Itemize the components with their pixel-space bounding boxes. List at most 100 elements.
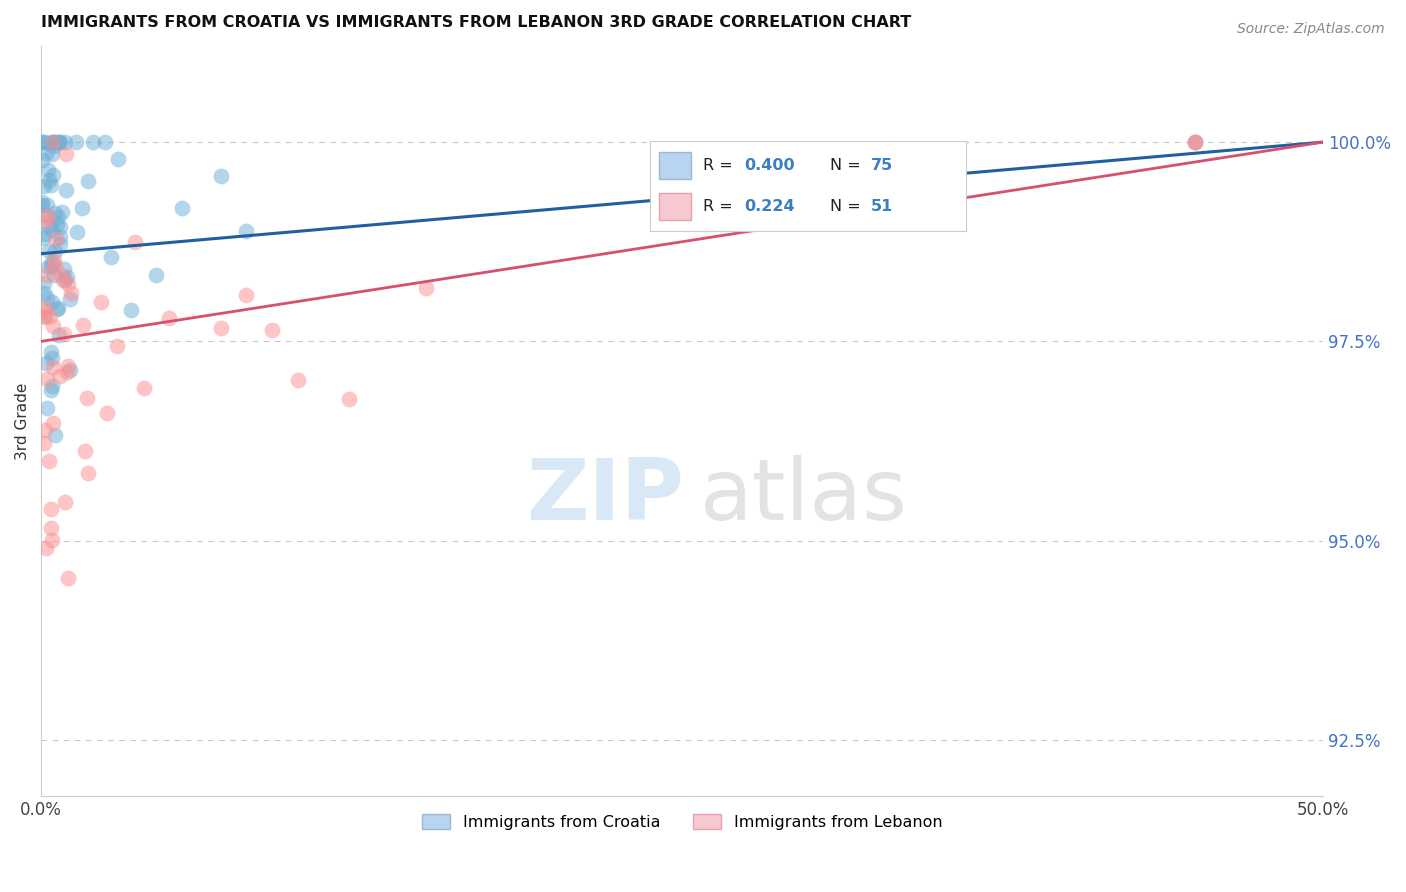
Point [76, 391, 98, 405]
Point [120, 302, 142, 317]
Point [53, 326, 76, 341]
Point [45, 217, 67, 231]
Point [41, 318, 63, 333]
Point [32, 309, 55, 323]
Text: R =: R = [703, 199, 738, 214]
Point [31, 195, 53, 210]
Point [46, 211, 69, 225]
Point [53, 135, 76, 149]
Point [31, 135, 53, 149]
Point [35, 268, 58, 282]
Point [34, 227, 56, 241]
Point [46, 301, 69, 316]
Point [32, 276, 55, 290]
Point [48, 328, 70, 343]
Legend: Immigrants from Croatia, Immigrants from Lebanon: Immigrants from Croatia, Immigrants from… [415, 807, 949, 837]
Point [172, 201, 194, 215]
Point [39, 521, 62, 535]
Point [70, 201, 93, 215]
Point [35, 356, 58, 370]
Point [35, 145, 58, 160]
Point [41, 223, 63, 237]
Point [49, 237, 72, 252]
Point [56, 359, 79, 373]
Point [41, 254, 63, 268]
Point [56, 571, 79, 585]
Point [49, 220, 72, 235]
Point [31, 231, 53, 245]
Point [55, 365, 77, 379]
Point [38, 219, 60, 233]
Point [76, 466, 98, 480]
Point [53, 262, 76, 277]
Point [59, 363, 82, 377]
Y-axis label: 3rd Grade: 3rd Grade [15, 383, 30, 459]
Point [157, 311, 180, 326]
Point [34, 423, 56, 437]
FancyBboxPatch shape [659, 194, 690, 220]
Point [31, 197, 53, 211]
Point [53, 273, 76, 287]
Point [75, 444, 97, 458]
Point [38, 244, 60, 258]
Point [52, 273, 75, 287]
Point [1184, 135, 1206, 149]
Point [42, 268, 65, 283]
Point [209, 169, 232, 183]
Point [55, 184, 77, 198]
Point [35, 291, 58, 305]
Point [100, 250, 122, 264]
Point [44, 206, 66, 220]
Point [31, 305, 53, 319]
Point [38, 454, 60, 468]
Point [35, 208, 58, 222]
Point [1184, 135, 1206, 149]
Point [44, 135, 66, 149]
Point [107, 153, 129, 167]
Point [39, 178, 62, 192]
Point [51, 268, 73, 282]
Point [45, 301, 67, 316]
Point [56, 277, 79, 291]
Point [415, 280, 437, 294]
Point [60, 286, 83, 301]
Point [35, 401, 58, 415]
Point [337, 392, 360, 406]
Point [132, 381, 155, 395]
Point [37, 214, 59, 228]
Point [59, 293, 82, 307]
Point [72, 318, 94, 333]
Point [37, 260, 59, 274]
Point [44, 259, 66, 273]
Point [42, 359, 65, 374]
Text: N =: N = [830, 158, 866, 173]
Point [260, 323, 283, 337]
Point [32, 179, 55, 194]
Point [49, 230, 72, 244]
Point [39, 259, 62, 273]
Point [46, 135, 69, 149]
FancyBboxPatch shape [659, 153, 690, 179]
Point [45, 232, 67, 246]
Point [56, 269, 79, 284]
Text: atlas: atlas [700, 455, 908, 538]
Point [41, 378, 63, 392]
Point [41, 295, 63, 310]
Point [32, 436, 55, 450]
Point [94, 135, 117, 149]
Text: 0.400: 0.400 [745, 158, 796, 173]
Point [235, 224, 257, 238]
Point [235, 288, 257, 302]
Point [96, 406, 118, 420]
Point [44, 244, 66, 258]
Point [145, 268, 167, 283]
Point [42, 139, 65, 153]
Point [41, 383, 63, 397]
Point [41, 135, 63, 149]
Point [105, 338, 128, 352]
Text: 75: 75 [870, 158, 893, 173]
Point [37, 163, 59, 178]
Point [31, 135, 53, 149]
Point [32, 286, 55, 301]
Point [41, 351, 63, 365]
